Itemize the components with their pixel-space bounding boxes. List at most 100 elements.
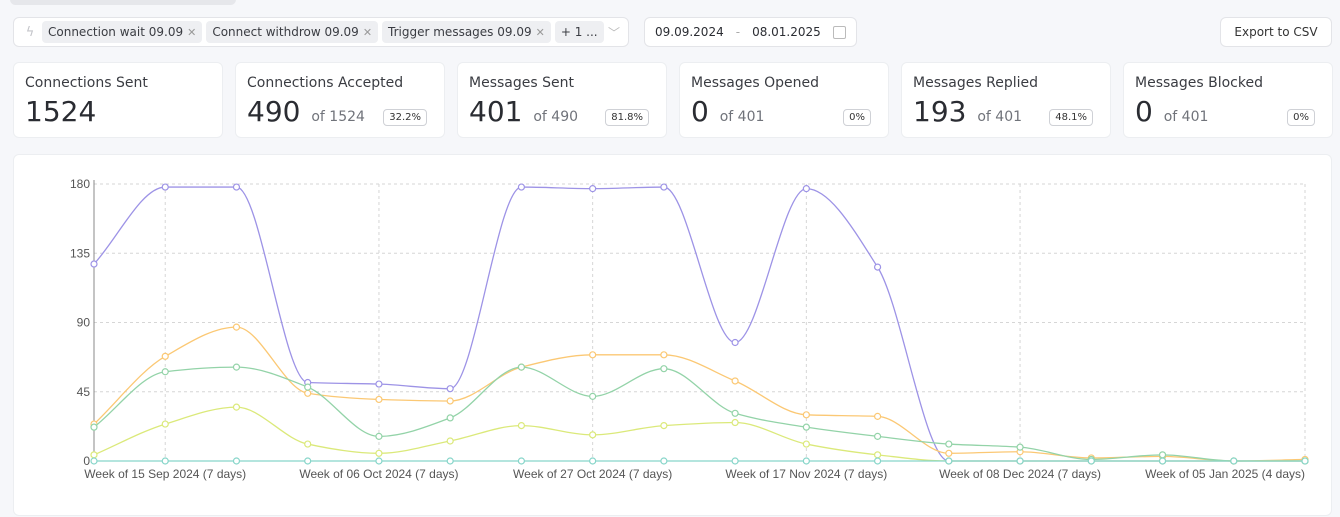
stat-card: Connections Accepted 490 of 1524 32.2% (235, 62, 445, 138)
chevron-down-icon[interactable]: ﹀ (607, 25, 620, 40)
filter-chip[interactable]: Trigger messages 09.09 ✕ (382, 21, 551, 43)
data-point-teal (1087, 457, 1095, 465)
stat-title: Messages Replied (913, 75, 1038, 91)
data-point-lime (731, 418, 739, 427)
stat-percent-badge: 32.2% (383, 109, 427, 126)
data-point-orange (446, 397, 454, 405)
data-point-lime (660, 422, 668, 430)
data-point-green (161, 368, 169, 376)
data-point-purple (731, 338, 739, 347)
stat-number: 1524 (25, 95, 97, 128)
data-point-teal (446, 457, 454, 465)
stat-card: Messages Replied 193 of 401 48.1% (901, 62, 1111, 138)
data-point-lime (304, 440, 312, 448)
campaign-filter[interactable]: ϟ Connection wait 09.09 ✕ Connect withdro… (13, 17, 629, 47)
stat-percent-badge: 0% (843, 109, 871, 126)
data-point-orange (873, 412, 882, 420)
data-point-purple (90, 260, 98, 268)
stat-number: 0 (691, 95, 709, 128)
data-point-lime (517, 422, 526, 430)
data-point-green (232, 363, 241, 371)
data-point-lime (161, 420, 169, 428)
date-range-picker[interactable]: 09.09.2024 - 08.01.2025 (644, 17, 857, 47)
date-from[interactable]: 09.09.2024 (655, 25, 724, 39)
stat-card: Connections Sent 1524 (13, 62, 223, 138)
data-point-orange (731, 377, 739, 385)
data-point-purple (517, 183, 526, 191)
stat-card: Messages Opened 0 of 401 0% (679, 62, 889, 138)
data-point-orange (589, 351, 597, 359)
top-tab[interactable] (10, 0, 236, 5)
data-point-green (446, 414, 454, 422)
stat-of: of 401 (719, 109, 765, 125)
stat-percent-badge: 0% (1287, 109, 1315, 126)
data-point-teal (1016, 457, 1024, 465)
data-point-lime (232, 403, 241, 411)
x-tick-label: Week of 05 Jan 2025 (4 days) (1145, 467, 1305, 481)
stat-card: Messages Blocked 0 of 401 0% (1123, 62, 1333, 138)
remove-icon[interactable]: ✕ (362, 25, 373, 39)
remove-icon[interactable]: ✕ (535, 25, 545, 39)
bolt-icon: ϟ (25, 24, 35, 40)
data-point-orange (660, 351, 668, 359)
series-line-purple (93, 186, 1305, 462)
series-line-orange (93, 326, 1306, 462)
x-tick-label: Week of 17 Nov 2024 (7 days) (725, 467, 887, 481)
data-point-green (660, 365, 668, 373)
data-point-green (304, 383, 312, 391)
data-point-purple (446, 385, 454, 393)
data-point-lime (873, 451, 882, 459)
more-chips[interactable]: + 1 ... (554, 21, 604, 43)
data-point-teal (517, 457, 526, 465)
data-point-green (1016, 443, 1024, 451)
data-point-teal (1301, 457, 1309, 465)
data-point-lime (375, 449, 383, 457)
calendar-icon[interactable] (833, 25, 846, 39)
data-point-green (945, 440, 953, 448)
stat-number: 0 (1135, 95, 1153, 128)
data-point-purple (660, 183, 668, 191)
data-point-green (375, 432, 383, 440)
data-point-purple (232, 183, 241, 191)
y-tick-label: 90 (77, 316, 91, 330)
data-point-teal (375, 457, 383, 465)
data-point-purple (873, 263, 882, 271)
stat-value: 193 of 401 (913, 95, 1022, 128)
stat-title: Messages Opened (691, 75, 819, 91)
stat-value: 401 of 490 (469, 95, 578, 128)
filter-chip[interactable]: Connect withdrow 09.09 ✕ (206, 21, 379, 43)
data-point-orange (945, 449, 953, 457)
data-point-teal (873, 457, 882, 465)
chip-label: Trigger messages 09.09 (388, 25, 532, 39)
x-tick-label: Week of 06 Oct 2024 (7 days) (299, 467, 458, 481)
remove-icon[interactable]: ✕ (187, 25, 197, 39)
data-point-purple (802, 185, 810, 193)
stat-percent-badge: 48.1% (1049, 109, 1093, 126)
filter-chip[interactable]: Connection wait 09.09 ✕ (42, 21, 203, 43)
chip-label: Connection wait 09.09 (48, 25, 184, 39)
chart-panel (13, 154, 1332, 516)
data-point-teal (1158, 457, 1167, 465)
date-to[interactable]: 08.01.2025 (752, 25, 821, 39)
data-point-green (731, 409, 739, 417)
stat-percent-badge: 81.8% (605, 109, 649, 126)
y-tick-label: 0 (83, 454, 90, 468)
x-tick-label: Week of 27 Oct 2024 (7 days) (513, 467, 672, 481)
stat-number: 490 (247, 95, 301, 128)
data-point-teal (945, 457, 953, 465)
stat-title: Messages Blocked (1135, 75, 1263, 91)
export-csv-button[interactable]: Export to CSV (1220, 17, 1332, 47)
stat-title: Connections Accepted (247, 75, 404, 91)
stat-title: Connections Sent (25, 75, 148, 91)
data-point-teal (161, 457, 169, 465)
data-point-teal (660, 457, 668, 465)
data-point-lime (446, 437, 454, 445)
data-point-orange (161, 352, 169, 360)
stat-value: 0 of 401 (1135, 95, 1208, 128)
series-line-green (93, 366, 1305, 462)
data-point-orange (232, 323, 241, 331)
data-point-teal (90, 457, 98, 465)
data-point-teal (589, 457, 597, 465)
stat-title: Messages Sent (469, 75, 574, 91)
